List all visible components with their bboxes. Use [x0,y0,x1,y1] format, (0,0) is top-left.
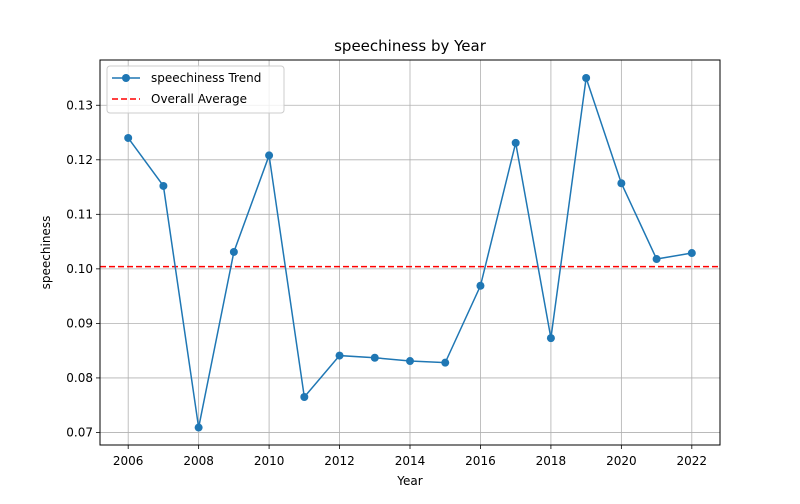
y-tick-label: 0.13 [66,98,93,112]
y-tick-label: 0.08 [66,371,93,385]
x-tick-label: 2010 [254,454,285,468]
data-point [229,247,238,256]
data-point [194,423,203,432]
legend-box [106,65,285,114]
y-tick-label: 0.11 [66,207,93,221]
y-tick-label: 0.07 [66,425,93,439]
legend-label-trend: speechiness Trend [151,71,261,85]
y-tick-label: 0.09 [66,316,93,330]
data-point [335,351,344,360]
data-point [370,353,379,362]
y-axis-ticks: 0.07 0.08 0.09 0.10 0.11 0.12 0.13 [66,98,100,439]
series-layer [124,73,696,432]
x-tick-label: 2014 [395,454,426,468]
grid [100,60,720,445]
data-point [159,181,168,190]
x-tick-label: 2008 [183,454,214,468]
x-tick-label: 2006 [113,454,144,468]
y-axis-label: speechiness [39,216,53,290]
data-point [265,151,274,160]
y-tick-label: 0.10 [66,262,93,276]
data-point [582,73,591,82]
data-point [406,357,414,366]
x-tick-label: 2012 [324,454,355,468]
x-tick-label: 2018 [536,454,567,468]
data-point [441,358,450,367]
x-tick-label: 2016 [465,454,496,468]
data-point [687,249,696,258]
data-point [546,334,555,343]
legend: speechiness Trend Overall Average [106,65,285,114]
x-axis-label: Year [396,474,422,488]
data-point [300,393,309,402]
chart-title: speechiness by Year [334,37,487,55]
data-point [652,255,661,264]
legend-label-average: Overall Average [151,92,247,106]
x-tick-label: 2022 [677,454,708,468]
x-tick-label: 2020 [606,454,637,468]
data-point [511,138,520,147]
legend-swatch-trend-marker [122,74,130,82]
x-axis-ticks: 2006 2008 2010 2012 2014 2016 2018 2020 2022 [113,445,707,468]
y-tick-label: 0.12 [66,153,93,167]
data-point [476,281,485,290]
data-point [124,133,133,142]
data-point [617,179,626,188]
